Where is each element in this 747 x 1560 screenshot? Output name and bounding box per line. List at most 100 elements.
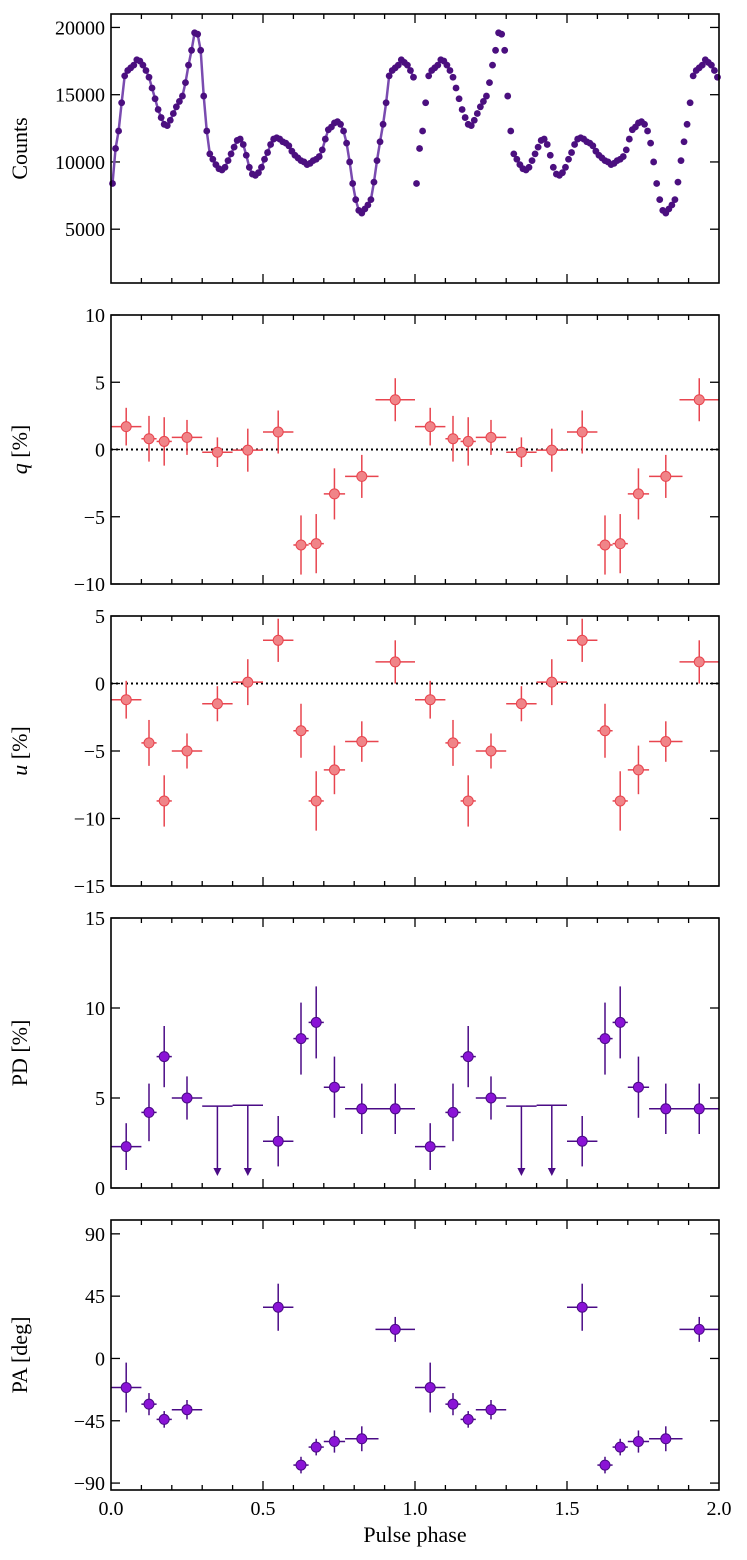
upper-limit-arrow bbox=[243, 1168, 252, 1176]
data-point bbox=[232, 1104, 263, 1176]
data-marker bbox=[356, 736, 368, 748]
profile-point bbox=[236, 135, 244, 143]
data-point bbox=[415, 407, 446, 446]
profile-point bbox=[540, 135, 548, 143]
data-marker bbox=[447, 1106, 459, 1118]
profile-point bbox=[376, 138, 384, 146]
profile-point bbox=[197, 46, 205, 54]
profile-point bbox=[653, 180, 661, 187]
data-point bbox=[263, 1283, 294, 1331]
profile-point bbox=[407, 67, 414, 74]
profile-point bbox=[410, 73, 417, 81]
data-point bbox=[567, 1116, 598, 1167]
data-marker bbox=[485, 1404, 497, 1416]
data-point bbox=[567, 1283, 598, 1331]
data-marker bbox=[424, 694, 436, 706]
data-point bbox=[293, 515, 309, 575]
data-point bbox=[475, 733, 507, 769]
data-point bbox=[156, 417, 172, 466]
y-axis-title: PD [%] bbox=[7, 1020, 32, 1087]
data-marker bbox=[181, 745, 193, 757]
profile-point bbox=[562, 163, 569, 171]
data-point bbox=[171, 419, 203, 455]
data-point bbox=[171, 733, 203, 769]
data-marker bbox=[632, 764, 644, 776]
profile-point bbox=[166, 116, 174, 124]
data-marker bbox=[447, 737, 459, 749]
data-point bbox=[202, 1105, 233, 1176]
data-marker bbox=[693, 394, 705, 406]
y-tick-label: 0 bbox=[95, 1178, 105, 1200]
data-marker bbox=[158, 435, 170, 447]
profile-point bbox=[461, 114, 469, 121]
data-point bbox=[536, 659, 567, 706]
profile-point bbox=[501, 46, 509, 54]
profile-point bbox=[267, 141, 274, 148]
panel-pa: −90 −45 0 45 90 PA [deg] 0.0 0.5 1.0 1.5 2.0 Pulse … bbox=[7, 1219, 732, 1547]
profile-point bbox=[549, 163, 557, 171]
profile-point bbox=[416, 145, 423, 152]
profile-point bbox=[394, 61, 402, 69]
data-point bbox=[111, 680, 142, 719]
data-point bbox=[627, 745, 650, 795]
data-marker bbox=[143, 1398, 155, 1410]
profile-point bbox=[157, 114, 165, 121]
data-marker bbox=[614, 1016, 626, 1028]
y-axis-title: q [%] bbox=[7, 425, 32, 474]
profile-point bbox=[589, 142, 597, 150]
x-tick-label: 2.0 bbox=[707, 1498, 732, 1520]
data-point bbox=[345, 1083, 379, 1134]
data-point bbox=[506, 1105, 537, 1176]
y-tick-label: 5 bbox=[95, 1088, 105, 1110]
y-tick-label: −45 bbox=[74, 1411, 105, 1433]
data-marker bbox=[295, 725, 307, 737]
data-point bbox=[323, 1056, 346, 1118]
y-tick-label: 0 bbox=[95, 440, 105, 462]
data-point bbox=[649, 454, 683, 498]
profile-point bbox=[109, 180, 116, 187]
data-point bbox=[375, 1083, 415, 1134]
data-marker bbox=[389, 1323, 401, 1335]
x-tick-label: 1.5 bbox=[555, 1498, 580, 1520]
panel-q: −10 −5 0 5 10 q [%] bbox=[7, 305, 720, 596]
profile-point bbox=[467, 122, 475, 130]
x-tick-label: 0.0 bbox=[99, 1498, 124, 1520]
data-marker bbox=[310, 538, 322, 550]
profile-point bbox=[200, 92, 208, 100]
data-point bbox=[111, 407, 142, 446]
profile-point bbox=[476, 103, 484, 111]
profile-point bbox=[221, 163, 229, 171]
data-point bbox=[141, 1083, 157, 1142]
data-point bbox=[597, 703, 613, 758]
data-marker bbox=[310, 795, 322, 807]
profile-point bbox=[486, 79, 493, 86]
data-point bbox=[612, 1438, 628, 1456]
profile-point bbox=[650, 158, 658, 166]
profile-point bbox=[382, 99, 390, 107]
data-marker bbox=[295, 1459, 307, 1471]
profile-point bbox=[686, 99, 694, 107]
data-marker bbox=[120, 421, 132, 433]
data-marker bbox=[614, 1441, 626, 1453]
data-point bbox=[649, 1426, 683, 1452]
data-marker bbox=[462, 1051, 474, 1063]
data-marker bbox=[158, 1051, 170, 1063]
profile-point bbox=[227, 150, 235, 158]
y-tick-label: 20000 bbox=[55, 17, 105, 39]
profile-point bbox=[543, 141, 551, 148]
data-marker bbox=[576, 1301, 588, 1313]
data-point bbox=[460, 1026, 476, 1088]
profile-point bbox=[483, 92, 490, 100]
y-tick-label: 5 bbox=[95, 606, 105, 628]
y-tick-label: −5 bbox=[84, 507, 105, 529]
profile-point bbox=[443, 61, 451, 69]
data-marker bbox=[576, 1135, 588, 1147]
data-marker bbox=[462, 435, 474, 447]
profile-point bbox=[674, 178, 682, 186]
data-marker bbox=[632, 488, 644, 500]
data-marker bbox=[599, 539, 611, 551]
data-point bbox=[323, 468, 346, 520]
profile-point bbox=[671, 196, 679, 204]
data-point bbox=[323, 1430, 346, 1453]
data-marker bbox=[143, 433, 155, 445]
